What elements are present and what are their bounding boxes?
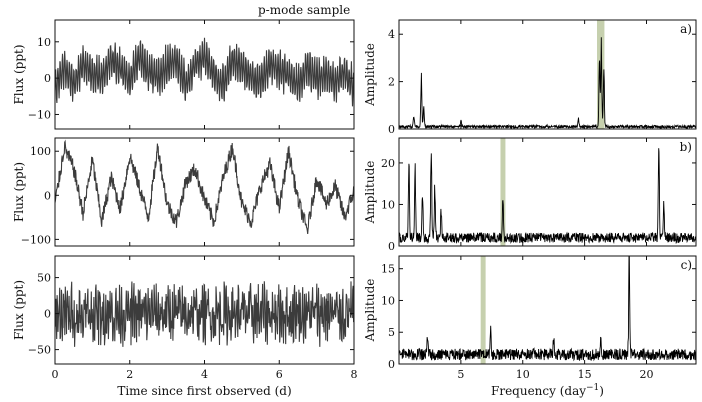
axes-frame xyxy=(398,137,697,247)
figure-title: p-mode sample xyxy=(258,3,350,17)
y-tick-label: 0 xyxy=(388,358,395,371)
highlight-band xyxy=(480,256,486,364)
y-tick-label: −100 xyxy=(21,233,51,246)
x-tick-label: 5 xyxy=(457,368,464,381)
panel-annotation: b) xyxy=(680,140,692,154)
data-line xyxy=(399,256,696,362)
y-tick-label: 10 xyxy=(37,36,51,49)
x-tick-label: 10 xyxy=(516,368,530,381)
highlight-band xyxy=(500,138,506,246)
axes-frame xyxy=(398,255,697,365)
panel-periodogram-b: 0 10 20 Amplitude b) xyxy=(363,137,697,253)
y-tick-label: −50 xyxy=(28,344,51,357)
y-tick-label: 2 xyxy=(388,76,395,89)
y-tick-label: 4 xyxy=(388,28,395,41)
y-axis-label: Flux (ppt) xyxy=(12,280,26,340)
panel-light-curve-a: −10 0 10 Flux (ppt) xyxy=(12,19,355,130)
panel-annotation: c) xyxy=(681,258,692,272)
y-tick-label: 10 xyxy=(381,198,395,211)
x-tick-label: 2 xyxy=(126,368,133,381)
data-line xyxy=(399,37,696,129)
axes-frame xyxy=(54,137,355,247)
x-tick-label: 4 xyxy=(201,368,208,381)
y-tick-label: 0 xyxy=(388,240,395,253)
y-tick-label: −10 xyxy=(28,108,51,121)
panel-annotation: a) xyxy=(680,22,692,36)
axes-frame xyxy=(398,19,697,130)
x-tick-label: 0 xyxy=(52,368,59,381)
y-axis-label: Amplitude xyxy=(363,161,377,225)
data-line xyxy=(55,139,354,234)
y-tick-label: 0 xyxy=(388,123,395,136)
y-tick-label: 10 xyxy=(381,294,395,307)
y-tick-label: 0 xyxy=(44,72,51,85)
y-axis-label: Flux (ppt) xyxy=(12,162,26,222)
x-axis-label-suffix: ) xyxy=(599,384,604,398)
y-tick-label: 0 xyxy=(44,189,51,202)
data-line xyxy=(399,148,696,245)
panel-periodogram-a: 0 2 4 Amplitude a) xyxy=(363,19,697,136)
y-tick-label: 50 xyxy=(37,272,51,285)
y-tick-label: 0 xyxy=(44,308,51,321)
x-axis-label-exponent: −1 xyxy=(586,383,599,393)
y-tick-label: 15 xyxy=(381,263,395,276)
x-tick-label: 6 xyxy=(276,368,283,381)
x-axis-label: Frequency (day−1) xyxy=(491,383,604,398)
y-tick-label: 20 xyxy=(381,157,395,170)
y-axis-label: Amplitude xyxy=(363,43,377,107)
y-axis-label: Flux (ppt) xyxy=(12,44,26,104)
x-tick-label: 8 xyxy=(351,368,358,381)
data-line xyxy=(55,281,354,347)
data-line xyxy=(55,37,354,107)
x-axis-label: Time since first observed (d) xyxy=(117,384,291,398)
y-tick-label: 5 xyxy=(388,326,395,339)
y-axis-label: Amplitude xyxy=(363,279,377,343)
x-tick-label: 20 xyxy=(640,368,654,381)
panel-periodogram-c: 0 5 10 15 5 10 15 20 Amplitude Frequency (day−1) c… xyxy=(363,255,697,398)
panel-light-curve-b: −100 0 100 Flux (ppt) xyxy=(12,137,355,247)
y-tick-label: 100 xyxy=(30,145,51,158)
x-tick-label: 15 xyxy=(578,368,592,381)
